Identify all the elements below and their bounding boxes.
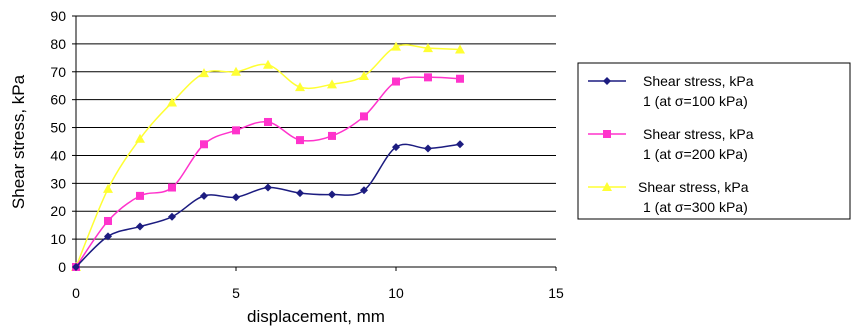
series-1-point xyxy=(168,212,176,221)
series-1-point xyxy=(328,190,336,199)
y-tick-label: 90 xyxy=(50,8,66,24)
series-3-point xyxy=(199,68,209,78)
y-tick-label: 40 xyxy=(50,147,66,163)
x-tick-label: 10 xyxy=(388,285,404,301)
series-1-point xyxy=(296,189,304,198)
series-2-point xyxy=(200,140,208,149)
gridlines xyxy=(76,15,556,240)
series-1-line xyxy=(75,143,461,268)
series-2-point xyxy=(232,126,240,135)
y-tick-label: 20 xyxy=(50,203,66,219)
series-2 xyxy=(72,73,464,271)
y-tick-label: 80 xyxy=(50,36,66,52)
legend-label-series-2-line2: 1 (at σ=200 kPa) xyxy=(643,146,748,162)
x-tick-label: 15 xyxy=(548,285,564,301)
y-tick-label: 30 xyxy=(50,175,66,191)
legend-marker-series-1 xyxy=(603,77,611,85)
x-tick-label: 0 xyxy=(72,285,80,301)
legend-label-series-2-line1: Shear stress, kPa xyxy=(643,126,754,142)
series-2-point xyxy=(456,74,464,83)
y-tick-labels: 0 10 20 30 40 50 60 70 80 90 xyxy=(50,8,76,275)
series-3-point xyxy=(103,183,113,193)
series-2-line xyxy=(75,76,461,268)
series-3-point xyxy=(327,79,337,89)
series-3-point xyxy=(295,82,305,92)
y-tick-label: 10 xyxy=(50,231,66,247)
y-tick-label: 0 xyxy=(58,259,66,275)
series-1-point xyxy=(424,144,432,153)
series-3 xyxy=(71,41,465,271)
y-tick-label: 70 xyxy=(50,64,66,80)
legend-item-series-2: Shear stress, kPa 1 (at σ=200 kPa) xyxy=(588,126,754,162)
series-1 xyxy=(72,140,464,271)
series-1-point xyxy=(200,191,208,200)
legend-label-series-1-line2: 1 (at σ=100 kPa) xyxy=(643,93,748,109)
series-2-point xyxy=(328,131,336,140)
legend-label-series-1-line1: Shear stress, kPa xyxy=(643,73,754,89)
x-tick-labels: 0 5 10 15 xyxy=(72,267,564,301)
series-3-point xyxy=(359,70,369,80)
series-1-point xyxy=(232,193,240,202)
y-tick-label: 50 xyxy=(50,120,66,136)
series-1-point xyxy=(136,222,144,231)
series-3-point xyxy=(135,133,145,143)
series-2-point xyxy=(136,191,144,200)
series-1-point xyxy=(104,232,112,241)
series-1-point xyxy=(392,143,400,152)
legend-marker-series-2 xyxy=(603,130,611,138)
series-3-point xyxy=(231,66,241,76)
series-2-point xyxy=(168,183,176,192)
series-3-point xyxy=(391,41,401,51)
series-2-point xyxy=(360,112,368,121)
series-2-point xyxy=(424,73,432,82)
legend: Shear stress, kPa 1 (at σ=100 kPa) Shear… xyxy=(577,62,851,220)
y-tick-label: 60 xyxy=(50,92,66,108)
legend-label-series-3-line1: Shear stress, kPa xyxy=(638,179,749,195)
legend-box xyxy=(577,62,851,220)
series-1-point xyxy=(72,263,80,271)
axes xyxy=(75,16,556,268)
y-axis-title: Shear stress, kPa xyxy=(9,74,28,209)
series-3-point xyxy=(455,44,465,54)
series-3-point xyxy=(423,43,433,53)
legend-marker-series-3 xyxy=(602,182,612,191)
legend-item-series-1: Shear stress, kPa 1 (at σ=100 kPa) xyxy=(588,73,754,109)
legend-label-series-3-line2: 1 (at σ=300 kPa) xyxy=(643,199,748,215)
series-3-point xyxy=(167,97,177,107)
series-1-point xyxy=(456,140,464,149)
series-2-point xyxy=(264,117,272,126)
series-2-point xyxy=(104,216,112,225)
x-tick-label: 5 xyxy=(232,285,240,301)
series-3-point xyxy=(263,59,273,69)
legend-item-series-3: Shear stress, kPa 1 (at σ=300 kPa) xyxy=(588,179,749,215)
series-1-point xyxy=(360,186,368,195)
data-series xyxy=(71,41,465,271)
series-2-point xyxy=(296,136,304,145)
series-2-point xyxy=(392,77,400,86)
series-1-point xyxy=(264,183,272,192)
x-axis-title: displacement, mm xyxy=(247,307,385,326)
